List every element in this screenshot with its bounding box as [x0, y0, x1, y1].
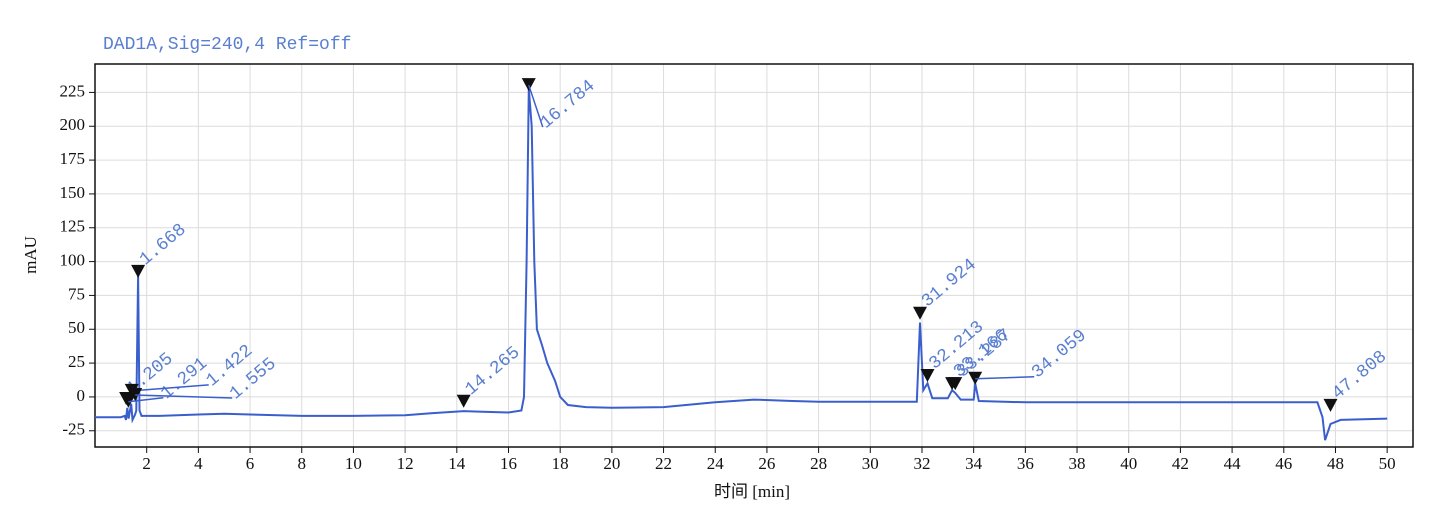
y-axis-label: mAU: [21, 236, 40, 274]
leader-line: [131, 384, 209, 392]
y-tick-label: 100: [60, 250, 86, 269]
y-tick-label: 75: [68, 284, 85, 303]
peak-marker: [521, 78, 536, 92]
leader-line: [975, 375, 1035, 380]
x-tick-label: 48: [1327, 454, 1344, 473]
x-tick-label: 34: [965, 454, 983, 473]
x-tick-label: 22: [655, 454, 672, 473]
x-tick-label: 18: [552, 454, 569, 473]
peak-marker: [131, 264, 146, 278]
y-tick-label: 200: [60, 115, 86, 134]
leader-line: [528, 84, 544, 128]
y-tick-label: -25: [62, 420, 85, 439]
peak-label: 47.808: [1329, 347, 1392, 404]
x-tick-label: 42: [1172, 454, 1189, 473]
x-tick-label: 46: [1275, 454, 1292, 473]
x-tick-label: 10: [345, 454, 362, 473]
x-tick-label: 24: [707, 454, 725, 473]
x-tick-label: 12: [397, 454, 414, 473]
peak-label: 14.265: [462, 343, 525, 400]
chart-title: DAD1A,Sig=240,4 Ref=off: [103, 35, 351, 55]
x-tick-label: 36: [1017, 454, 1034, 473]
x-tick-label: 30: [862, 454, 879, 473]
x-tick-label: 50: [1379, 454, 1396, 473]
peak-marker: [456, 394, 471, 408]
peak-marker: [920, 369, 935, 383]
leader-line: [128, 397, 164, 403]
plot-frame: [94, 63, 1414, 448]
x-tick-label: 4: [194, 454, 203, 473]
leader-line: [135, 394, 233, 399]
x-tick-label: 38: [1069, 454, 1086, 473]
x-tick-label: 28: [810, 454, 827, 473]
x-tick-label: 26: [758, 454, 775, 473]
x-axis-label: 时间 [min]: [714, 482, 790, 501]
peak-label: 16.784: [537, 76, 600, 133]
x-tick-label: 2: [142, 454, 151, 473]
x-tick-label: 8: [297, 454, 306, 473]
x-tick-label: 20: [603, 454, 620, 473]
x-tick-label: 40: [1120, 454, 1137, 473]
peak-marker: [948, 377, 963, 391]
x-tick-label: 16: [500, 454, 517, 473]
y-tick-label: 125: [60, 217, 86, 236]
peak-marker: [1323, 398, 1338, 412]
y-tick-label: 175: [60, 149, 86, 168]
trace: [95, 88, 1388, 441]
y-tick-label: 150: [60, 183, 86, 202]
peak-label: 31.924: [918, 255, 981, 312]
x-tick-label: 6: [246, 454, 255, 473]
peak-marker: [913, 306, 928, 320]
x-tick-label: 14: [448, 454, 466, 473]
peak-marker: [128, 387, 143, 401]
x-tick-label: 44: [1224, 454, 1242, 473]
y-tick-label: 50: [68, 318, 85, 337]
x-tick-label: 32: [913, 454, 930, 473]
y-tick-label: 0: [77, 386, 86, 405]
y-tick-label: 25: [68, 352, 85, 371]
peak-label: 34.059: [1028, 326, 1091, 383]
y-tick-label: 225: [60, 81, 86, 100]
